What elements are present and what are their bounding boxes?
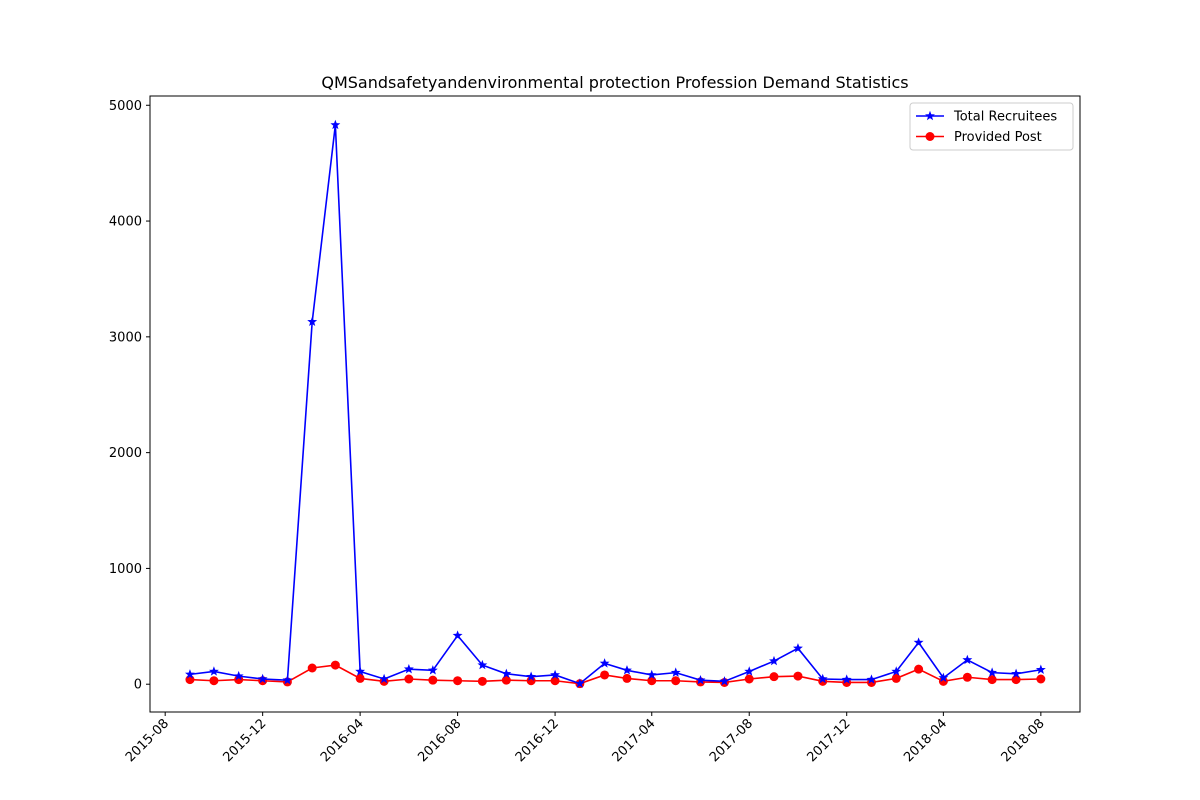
data-point (1011, 668, 1022, 678)
x-tick-label: 2018-08 (999, 716, 1048, 765)
data-point (646, 669, 657, 680)
series-total-recruitees (185, 119, 1046, 688)
data-point (330, 119, 341, 130)
y-tick-label: 5000 (109, 99, 142, 114)
data-point (257, 673, 268, 684)
data-point (817, 673, 828, 684)
data-point (695, 674, 706, 685)
x-axis: 2015-08 2015-12 2016-04 2016-08 2016-12 2017-… (123, 712, 1048, 765)
series-line (189, 124, 1041, 685)
data-point (987, 675, 997, 685)
data-point (744, 666, 755, 676)
data-point (234, 675, 244, 685)
data-point (404, 674, 414, 684)
data-point (501, 668, 512, 678)
x-tick-label: 2017-04 (610, 716, 659, 765)
data-point (938, 676, 948, 686)
data-point (185, 669, 195, 679)
data-point (550, 676, 560, 686)
series-layer (185, 119, 1046, 689)
y-tick-label: 2000 (109, 446, 142, 461)
data-point (282, 674, 293, 685)
data-point (209, 676, 219, 686)
y-tick-label: 3000 (109, 330, 142, 345)
data-point (477, 659, 488, 670)
data-point (403, 663, 414, 674)
data-point (574, 678, 585, 688)
data-point (550, 669, 561, 680)
data-point (670, 667, 681, 677)
data-point (671, 676, 681, 686)
legend-marker (925, 110, 935, 121)
data-point (233, 670, 244, 681)
data-point (913, 637, 924, 647)
legend-marker (925, 132, 935, 141)
data-point (1035, 664, 1046, 674)
chart-title: QMSandsafetyandenvironmental protection … (321, 73, 908, 92)
x-tick-label: 2016-08 (415, 716, 464, 765)
data-point (622, 673, 632, 683)
plot-frame (149, 95, 1081, 713)
data-point (379, 673, 390, 684)
data-point (1036, 674, 1046, 684)
y-tick-label: 4000 (109, 215, 142, 230)
data-point (769, 672, 779, 682)
data-point (452, 630, 463, 640)
data-point (477, 676, 487, 686)
data-point (307, 316, 318, 326)
data-point (600, 670, 610, 680)
data-point (622, 665, 632, 675)
data-point (891, 666, 902, 676)
data-point (428, 675, 438, 685)
legend-label: Provided Post (954, 130, 1042, 145)
data-point (355, 673, 365, 683)
x-tick-label: 2018-04 (901, 716, 950, 765)
data-point (841, 674, 852, 684)
data-point (719, 676, 730, 686)
data-point (962, 672, 972, 682)
data-point (501, 675, 511, 685)
data-point (962, 654, 973, 665)
x-tick-label: 2016-04 (318, 716, 367, 765)
data-point (526, 671, 537, 681)
x-tick-label: 2015-12 (220, 716, 269, 765)
data-point (793, 671, 803, 681)
data-point (938, 672, 949, 683)
data-point (208, 666, 219, 676)
data-point (744, 674, 754, 684)
data-point (769, 655, 779, 666)
data-point (647, 676, 657, 686)
data-point (866, 674, 877, 684)
y-axis: 0 1000 2000 3000 4000 5000 (109, 99, 150, 693)
y-tick-label: 1000 (109, 562, 142, 577)
x-tick-label: 2015-08 (123, 716, 172, 765)
data-point (793, 643, 803, 653)
legend-label: Total Recruitees (953, 110, 1057, 125)
data-point (599, 658, 610, 668)
legend: Total Recruitees Provided Post (909, 102, 1074, 151)
data-point (330, 660, 340, 670)
data-point (427, 665, 438, 675)
legend-box (909, 102, 1074, 151)
x-tick-label: 2017-08 (707, 716, 756, 765)
data-point (914, 664, 924, 674)
y-tick-label: 0 (134, 678, 142, 693)
data-point (987, 667, 998, 677)
data-point (355, 666, 366, 676)
data-point (1011, 675, 1021, 685)
series-provided-post (185, 660, 1046, 689)
data-point (453, 676, 463, 686)
data-point (307, 663, 317, 673)
data-point (891, 673, 901, 683)
x-tick-label: 2017-12 (805, 716, 854, 765)
x-tick-label: 2016-12 (513, 716, 562, 765)
series-line (189, 664, 1041, 685)
